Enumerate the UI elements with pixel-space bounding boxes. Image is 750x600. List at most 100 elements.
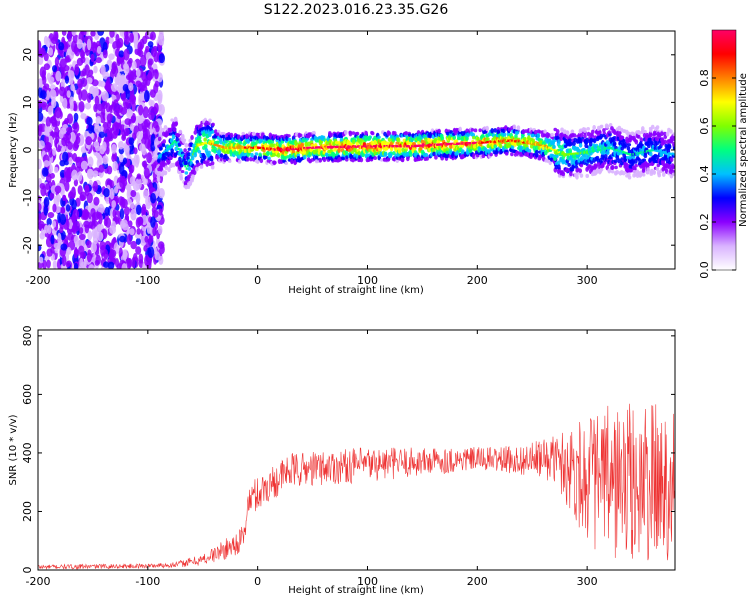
heatmap-cell bbox=[146, 225, 152, 234]
heatmap-cell bbox=[612, 141, 617, 147]
heatmap-cell bbox=[72, 152, 78, 162]
heatmap-cell bbox=[382, 140, 386, 145]
heatmap-cell bbox=[38, 111, 44, 122]
heatmap-cell bbox=[440, 134, 444, 139]
heatmap-cell bbox=[567, 162, 571, 167]
heatmap-cell bbox=[400, 157, 405, 163]
y-tick-label: 200 bbox=[21, 501, 34, 522]
heatmap-peak bbox=[258, 146, 261, 149]
heatmap-peak bbox=[317, 146, 320, 149]
heatmap-cell bbox=[75, 135, 81, 145]
heatmap-peak bbox=[400, 144, 403, 148]
heatmap-cell bbox=[154, 69, 159, 80]
heatmap-cell bbox=[572, 133, 577, 138]
heatmap-cell bbox=[58, 42, 65, 51]
heatmap-peak bbox=[331, 145, 334, 149]
heatmap-cell bbox=[314, 159, 319, 164]
heatmap-peak bbox=[357, 145, 360, 148]
heatmap-cell bbox=[672, 136, 675, 142]
heatmap-cell bbox=[76, 57, 84, 66]
figure-title: S122.2023.016.23.35.G26 bbox=[264, 2, 449, 18]
heatmap-cell bbox=[109, 249, 117, 258]
heatmap-cell bbox=[41, 103, 47, 111]
heatmap-cell bbox=[59, 226, 64, 234]
heatmap-cell bbox=[229, 132, 234, 139]
heatmap-cell bbox=[104, 206, 110, 216]
heatmap-cell bbox=[502, 132, 507, 137]
heatmap-cell bbox=[146, 152, 153, 164]
heatmap-cell bbox=[68, 156, 73, 166]
heatmap-peak bbox=[383, 144, 386, 148]
heatmap-cell bbox=[144, 254, 151, 267]
heatmap-cell bbox=[71, 224, 77, 233]
heatmap-cell bbox=[47, 211, 55, 219]
heatmap-cell bbox=[50, 97, 57, 109]
heatmap-peak bbox=[222, 146, 225, 149]
heatmap-peak bbox=[189, 158, 192, 162]
colorbar-tick-label: 0.4 bbox=[698, 165, 711, 183]
heatmap-cell bbox=[96, 211, 102, 219]
heatmap-cell bbox=[135, 237, 141, 245]
heatmap-cell bbox=[97, 231, 104, 242]
heatmap-cell bbox=[279, 159, 284, 165]
heatmap-cell bbox=[116, 104, 123, 114]
heatmap-cell bbox=[147, 58, 154, 66]
heatmap-cell bbox=[536, 132, 541, 139]
heatmap-cell bbox=[102, 49, 108, 59]
heatmap-cell bbox=[161, 127, 165, 133]
heatmap-cell bbox=[43, 205, 49, 216]
heatmap-cell bbox=[237, 159, 242, 164]
heatmap-cell bbox=[129, 176, 137, 185]
heatmap-cell bbox=[101, 101, 108, 110]
heatmap-cell bbox=[101, 141, 107, 152]
heatmap-cell bbox=[159, 166, 164, 172]
heatmap-cell bbox=[351, 131, 356, 135]
heatmap-cell bbox=[383, 152, 388, 157]
heatmap-cell bbox=[143, 189, 149, 199]
heatmap-peak bbox=[205, 142, 208, 145]
heatmap-cell bbox=[287, 137, 292, 142]
heatmap-cell bbox=[38, 256, 44, 264]
heatmap-cell bbox=[85, 136, 93, 146]
heatmap-cell bbox=[493, 144, 498, 149]
heatmap-cell bbox=[110, 83, 118, 92]
y-tick-label: 20 bbox=[21, 48, 34, 62]
heatmap-cell bbox=[130, 189, 137, 198]
heatmap-cell bbox=[550, 141, 555, 145]
heatmap-cell bbox=[70, 83, 75, 92]
heatmap-cell bbox=[53, 242, 61, 249]
heatmap-cell bbox=[129, 32, 134, 44]
heatmap-cell bbox=[126, 108, 133, 119]
heatmap-cell bbox=[65, 204, 71, 212]
heatmap-cell bbox=[211, 122, 215, 127]
heatmap-cell bbox=[547, 133, 551, 137]
heatmap-cell bbox=[648, 151, 653, 157]
heatmap-cell bbox=[592, 125, 596, 130]
heatmap-cell bbox=[227, 159, 232, 163]
heatmap-cell bbox=[657, 172, 662, 178]
heatmap-cell bbox=[515, 131, 520, 135]
heatmap-cell bbox=[54, 185, 62, 194]
colorbar-tick-label: 0.0 bbox=[698, 261, 711, 279]
heatmap-cell bbox=[126, 258, 132, 269]
heatmap-cell bbox=[606, 150, 610, 155]
heatmap-cell bbox=[309, 140, 314, 144]
heatmap-cell bbox=[565, 167, 569, 173]
heatmap-cell bbox=[43, 224, 49, 234]
heatmap-peak bbox=[176, 144, 179, 147]
heatmap-cell bbox=[210, 164, 215, 170]
heatmap-cell bbox=[246, 138, 250, 143]
heatmap-cell bbox=[118, 140, 124, 150]
heatmap-cell bbox=[38, 244, 42, 252]
heatmap-cell bbox=[367, 135, 372, 141]
heatmap-cell bbox=[318, 140, 323, 146]
heatmap-cell bbox=[122, 98, 129, 109]
heatmap-cell bbox=[634, 139, 639, 145]
heatmap-cell bbox=[187, 166, 192, 171]
heatmap-cell bbox=[80, 113, 87, 120]
heatmap-peak bbox=[256, 146, 259, 149]
heatmap-cell bbox=[48, 47, 54, 56]
heatmap-cell bbox=[407, 133, 412, 137]
heatmap-cell bbox=[602, 128, 606, 133]
